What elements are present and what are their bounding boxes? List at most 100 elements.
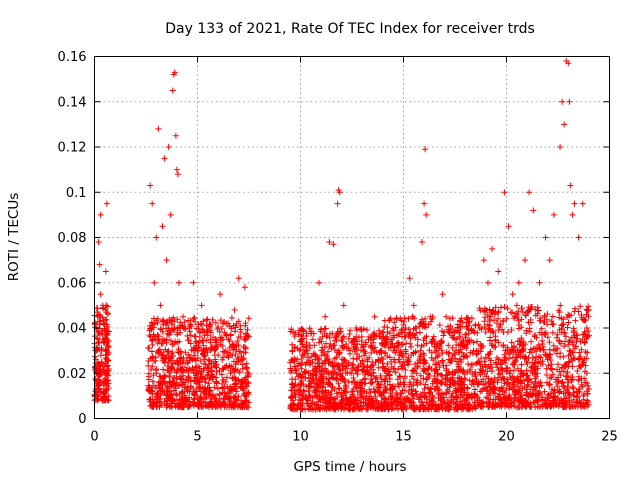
- data-point: [485, 325, 492, 332]
- data-point: [526, 390, 533, 397]
- data-point: [174, 331, 181, 338]
- data-point: [416, 320, 423, 327]
- data-point: [495, 374, 502, 381]
- data-point: [418, 399, 425, 406]
- data-point: [423, 394, 430, 401]
- data-point: [410, 402, 417, 409]
- data-point: [163, 336, 170, 343]
- data-point: [423, 211, 430, 218]
- data-point: [370, 331, 377, 338]
- data-point: [402, 325, 409, 331]
- data-point: [309, 336, 316, 343]
- data-point: [532, 387, 539, 394]
- data-point: [294, 402, 301, 409]
- data-point: [180, 313, 187, 320]
- data-point: [388, 336, 395, 343]
- data-point: [214, 385, 221, 392]
- data-point: [457, 317, 464, 324]
- data-point: [105, 397, 112, 404]
- data-point: [240, 343, 247, 350]
- data-point: [309, 394, 316, 401]
- data-point: [468, 381, 475, 388]
- data-point: [546, 257, 553, 264]
- data-point: [240, 399, 247, 406]
- data-point: [520, 345, 527, 352]
- data-point: [518, 335, 525, 342]
- data-point: [289, 347, 296, 354]
- data-point: [362, 380, 369, 387]
- data-point: [245, 371, 252, 378]
- data-point: [570, 334, 577, 341]
- data-point: [505, 396, 512, 403]
- data-point: [569, 339, 576, 346]
- data-point: [362, 350, 369, 357]
- data-point: [177, 348, 184, 355]
- data-point: [421, 385, 428, 392]
- data-point: [435, 359, 442, 366]
- data-point: [349, 365, 356, 372]
- data-point: [516, 341, 523, 348]
- data-point: [187, 377, 194, 384]
- data-point: [562, 361, 569, 368]
- data-point: [526, 189, 533, 196]
- data-point: [490, 385, 497, 392]
- data-point: [500, 329, 507, 336]
- data-point: [563, 373, 570, 380]
- data-point: [219, 343, 226, 350]
- data-point: [171, 69, 178, 76]
- data-point: [466, 377, 473, 384]
- data-point: [166, 383, 173, 390]
- data-point: [207, 387, 214, 394]
- data-point: [554, 331, 561, 338]
- data-point: [550, 321, 557, 328]
- data-point: [171, 318, 178, 325]
- data-point: [221, 329, 228, 336]
- data-point: [219, 377, 226, 384]
- data-point: [439, 373, 446, 380]
- data-point: [565, 341, 572, 348]
- data-point: [576, 389, 583, 396]
- data-point: [487, 334, 494, 341]
- data-point: [178, 359, 185, 366]
- data-point: [161, 155, 168, 162]
- data-point: [526, 325, 533, 332]
- data-point: [217, 341, 224, 348]
- data-point: [390, 347, 397, 354]
- data-point: [202, 347, 209, 354]
- data-point: [524, 383, 531, 390]
- data-point: [163, 397, 170, 404]
- data-point: [325, 348, 332, 355]
- data-point: [554, 374, 561, 381]
- data-point: [495, 268, 502, 275]
- data-point: [410, 382, 417, 389]
- data-point: [417, 347, 424, 354]
- data-point: [585, 303, 592, 310]
- data-point: [537, 360, 544, 367]
- data-point: [542, 399, 549, 406]
- data-point: [576, 400, 583, 407]
- data-point: [207, 374, 214, 381]
- data-point: [580, 392, 587, 399]
- data-point: [487, 361, 494, 368]
- data-point: [336, 189, 343, 196]
- x-tick-label: 20: [498, 430, 515, 445]
- data-point: [555, 403, 562, 410]
- data-point: [181, 319, 188, 326]
- data-point: [486, 306, 493, 313]
- data-point: [179, 381, 186, 388]
- data-point: [169, 349, 176, 356]
- data-point: [492, 343, 499, 350]
- data-point: [570, 385, 577, 392]
- data-point: [380, 401, 387, 408]
- data-point: [580, 331, 587, 338]
- data-point: [295, 387, 302, 394]
- data-point: [177, 376, 184, 383]
- data-point: [363, 395, 370, 402]
- data-point: [232, 324, 239, 331]
- data-point: [227, 398, 234, 405]
- data-point: [215, 352, 222, 359]
- data-point: [357, 384, 364, 391]
- data-point: [225, 388, 232, 395]
- data-point: [149, 336, 156, 343]
- data-point: [508, 374, 515, 381]
